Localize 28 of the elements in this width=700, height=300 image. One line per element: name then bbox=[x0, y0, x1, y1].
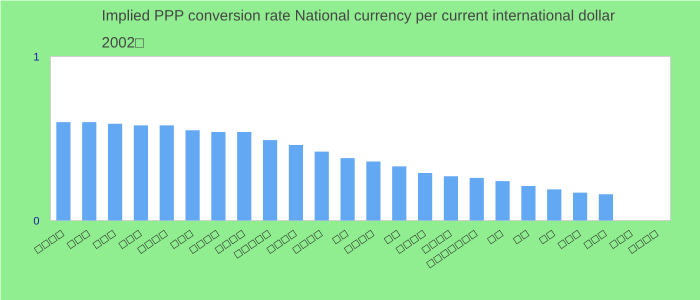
bar bbox=[82, 122, 96, 220]
bar bbox=[185, 130, 200, 220]
bar bbox=[237, 132, 252, 220]
bar bbox=[262, 140, 278, 220]
bar bbox=[547, 189, 562, 220]
y-tick-label: 1 bbox=[33, 52, 40, 64]
bar bbox=[521, 186, 536, 220]
bar bbox=[108, 124, 122, 220]
chart-title: Implied PPP conversion rate National currency per current international dollar 2002□ bbox=[102, 7, 615, 52]
bar bbox=[134, 125, 148, 220]
bar bbox=[56, 122, 71, 220]
bar bbox=[444, 176, 458, 220]
bar bbox=[392, 166, 406, 220]
bar bbox=[288, 145, 304, 220]
x-tick-label: □□ bbox=[537, 228, 558, 246]
bar bbox=[598, 194, 614, 220]
y-tick-label: 0 bbox=[33, 216, 40, 228]
bar bbox=[418, 172, 432, 220]
x-tick-label: □□ bbox=[512, 228, 532, 246]
bar bbox=[495, 181, 510, 220]
bar bbox=[211, 132, 226, 220]
x-tick-label: □□ bbox=[486, 228, 506, 246]
bar bbox=[572, 192, 588, 220]
bar bbox=[314, 152, 329, 220]
bar bbox=[470, 178, 484, 220]
bar bbox=[366, 161, 381, 220]
bar bbox=[160, 125, 174, 220]
bar bbox=[340, 158, 355, 220]
